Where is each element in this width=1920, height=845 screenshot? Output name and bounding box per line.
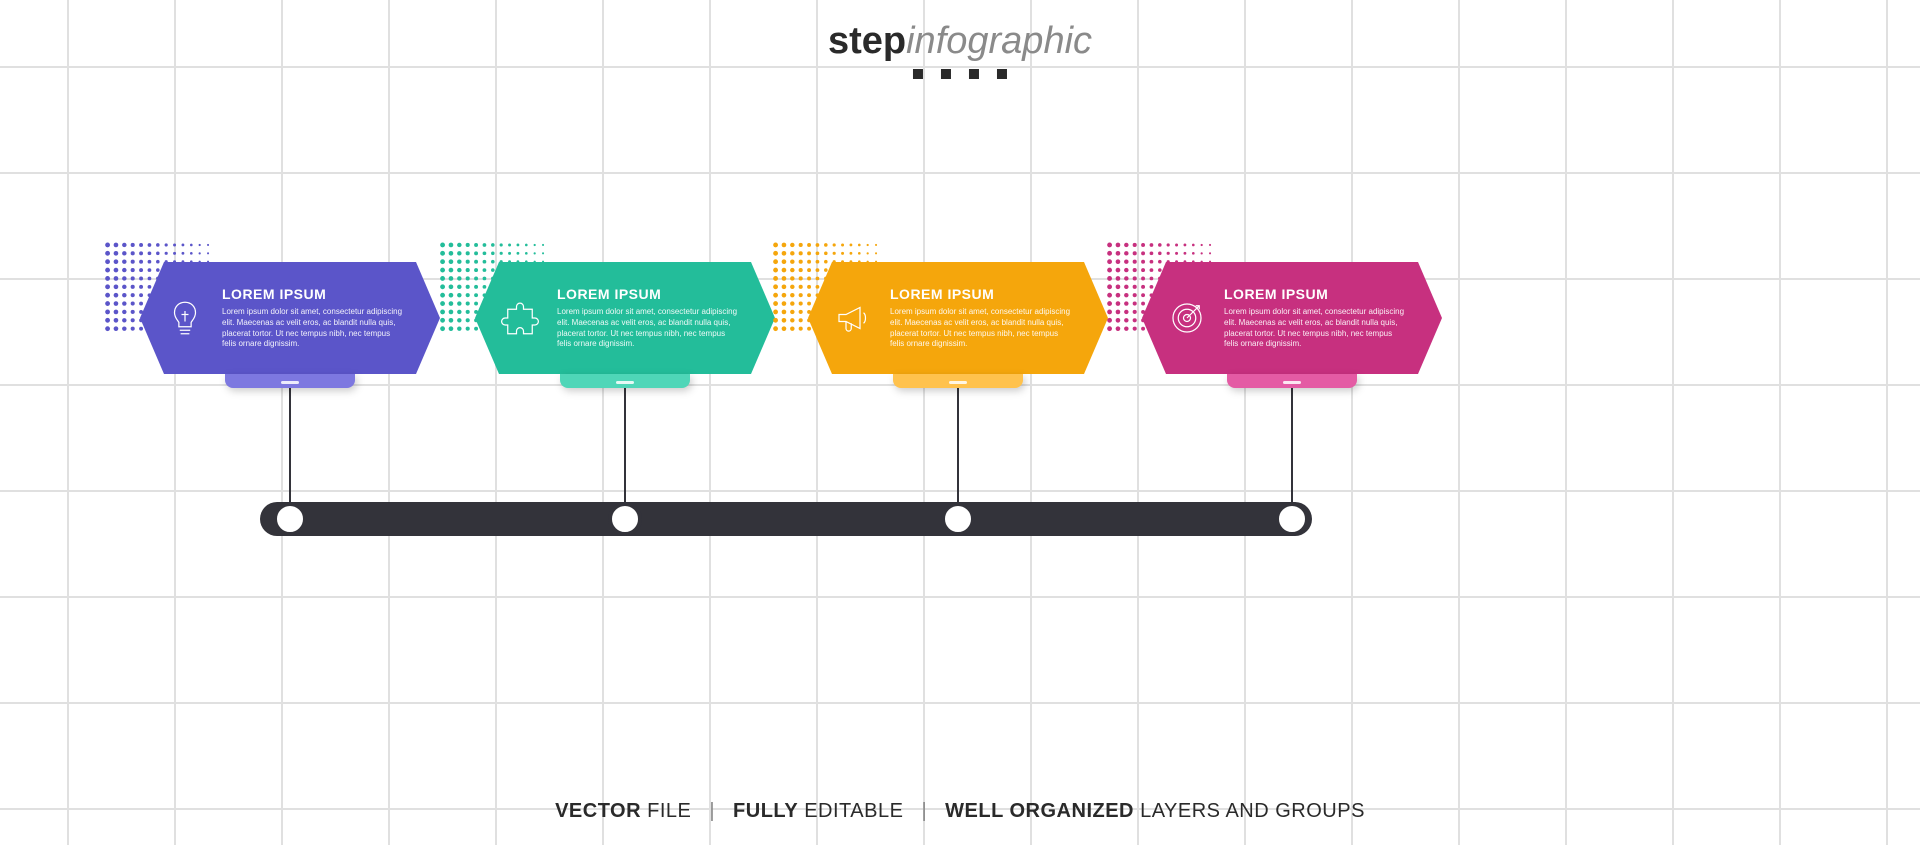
title-light: infographic [906,20,1092,62]
card-tab [225,374,355,388]
card-title: LOREM IPSUM [222,286,404,302]
timeline-node [1275,502,1309,536]
step-card: LOREM IPSUM Lorem ipsum dolor sit amet, c… [808,262,1108,374]
footer-bold: VECTOR [555,800,641,822]
card-text: LOREM IPSUM Lorem ipsum dolor sit amet, c… [557,286,739,350]
card-description: Lorem ipsum dolor sit amet, consectetur … [557,307,739,350]
card-text: LOREM IPSUM Lorem ipsum dolor sit amet, c… [1224,286,1406,350]
footer-separator: | [709,800,715,822]
connector-line [957,380,959,510]
title-dot [969,69,979,79]
card-body-shape: LOREM IPSUM Lorem ipsum dolor sit amet, c… [808,262,1108,374]
card-description: Lorem ipsum dolor sit amet, consectetur … [890,307,1072,350]
footer-text: VECTOR FILE | FULLY EDITABLE | WELL ORGANIZE… [555,800,1365,823]
connector-line [1291,380,1293,510]
page-title: stepinfographic [828,20,1092,79]
timeline-bar [260,502,1312,536]
step-card: LOREM IPSUM Lorem ipsum dolor sit amet, c… [475,262,775,374]
footer-light: FILE [641,800,691,822]
footer-bold: FULLY [733,800,798,822]
title-dot [913,69,923,79]
card-tab [560,374,690,388]
timeline-node [941,502,975,536]
timeline-node [608,502,642,536]
card-description: Lorem ipsum dolor sit amet, consectetur … [1224,307,1406,350]
infographic-stage: LOREM IPSUM Lorem ipsum dolor sit amet, c… [0,230,1920,590]
connector-line [624,380,626,510]
card-body-shape: LOREM IPSUM Lorem ipsum dolor sit amet, c… [475,262,775,374]
card-body-shape: LOREM IPSUM Lorem ipsum dolor sit amet, c… [140,262,440,374]
megaphone-icon [830,295,876,341]
footer-separator: | [921,800,927,822]
card-body-shape: LOREM IPSUM Lorem ipsum dolor sit amet, c… [1142,262,1442,374]
card-title: LOREM IPSUM [890,286,1072,302]
card-text: LOREM IPSUM Lorem ipsum dolor sit amet, c… [222,286,404,350]
card-text: LOREM IPSUM Lorem ipsum dolor sit amet, c… [890,286,1072,350]
puzzle-icon [497,295,543,341]
card-title: LOREM IPSUM [557,286,739,302]
connector-line [289,380,291,510]
title-dot [997,69,1007,79]
footer-bold: WELL ORGANIZED [945,800,1134,822]
step-card: LOREM IPSUM Lorem ipsum dolor sit amet, c… [1142,262,1442,374]
timeline-node [273,502,307,536]
title-bold: step [828,20,906,62]
card-title: LOREM IPSUM [1224,286,1406,302]
card-description: Lorem ipsum dolor sit amet, consectetur … [222,307,404,350]
title-dots [828,69,1092,79]
lightbulb-icon [162,295,208,341]
footer-light: EDITABLE [798,800,903,822]
card-tab [893,374,1023,388]
footer-light: LAYERS AND GROUPS [1134,800,1365,822]
title-dot [941,69,951,79]
target-icon [1164,295,1210,341]
step-card: LOREM IPSUM Lorem ipsum dolor sit amet, c… [140,262,440,374]
card-tab [1227,374,1357,388]
